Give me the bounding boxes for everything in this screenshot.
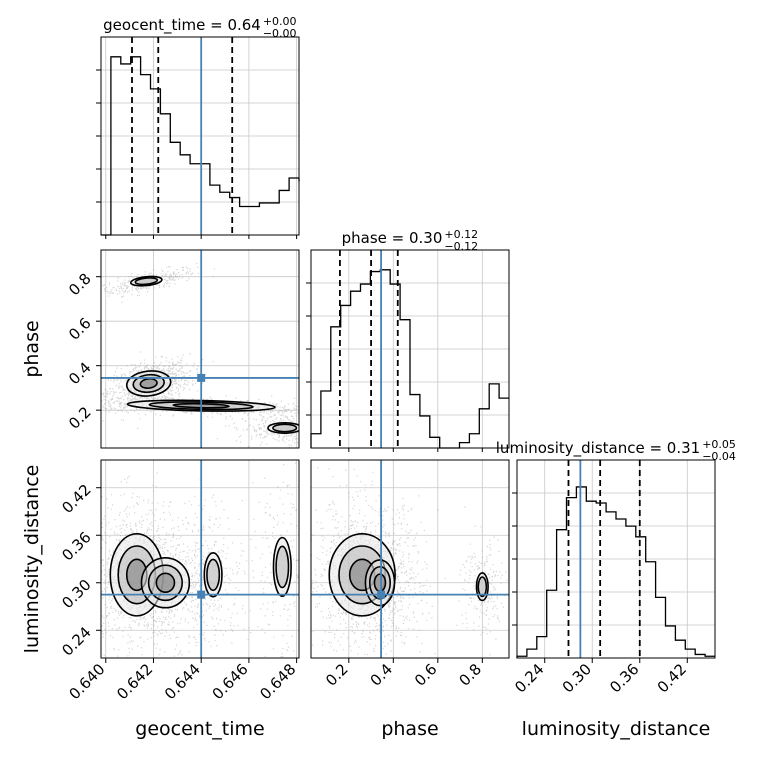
title-upper-error: +0.12	[444, 228, 478, 241]
contour-level	[155, 572, 176, 594]
y-tick-label: 0.42	[58, 481, 94, 517]
contour-level	[477, 576, 488, 598]
x-tick-label: 0.2	[322, 660, 352, 690]
contour-level	[373, 573, 387, 593]
y-tick-label: 0.4	[65, 359, 95, 389]
histogram-step	[101, 56, 300, 236]
panel-title: luminosity_distance = 0.31	[496, 439, 700, 458]
hist-luminosity_distance: luminosity_distance = 0.31 +0.05−0.04	[496, 438, 736, 659]
truth-marker	[197, 590, 206, 599]
hist-phase: phase = 0.30 +0.12−0.12	[306, 228, 510, 449]
contour-level	[272, 423, 298, 433]
panel-frame	[310, 459, 510, 659]
x-axis-label: luminosity_distance	[522, 718, 711, 740]
contour-level	[275, 545, 290, 589]
panel-geocent_time-vs-luminosity_distance	[100, 459, 300, 659]
panel-frame	[100, 249, 300, 449]
title-lower-error: −0.12	[444, 240, 478, 253]
contour-level	[206, 558, 221, 592]
x-axis-label: phase	[381, 718, 438, 740]
y-tick-label: 0.30	[58, 576, 94, 612]
title-lower-error: −0.00	[263, 27, 297, 40]
y-axis-label: phase	[21, 320, 43, 377]
x-tick-label: 0.30	[559, 660, 595, 696]
truth-marker	[377, 590, 386, 599]
x-tick-label: 0.8	[456, 660, 486, 690]
y-tick-label: 0.2	[65, 403, 95, 433]
x-tick-label: 0.24	[511, 660, 547, 696]
x-tick-label: 0.648	[256, 660, 299, 703]
histogram-step	[310, 269, 509, 449]
x-tick-label: 0.4	[367, 660, 397, 690]
title-upper-error: +0.00	[263, 15, 297, 28]
hist-geocent_time: geocent_time = 0.64 +0.00−0.00	[96, 15, 300, 236]
x-axis-label: geocent_time	[135, 718, 264, 740]
x-tick-label: 0.642	[113, 660, 156, 703]
truth-marker	[197, 373, 206, 382]
panel-frame	[516, 459, 716, 659]
x-tick-label: 0.6	[411, 660, 441, 690]
contour-level	[139, 377, 158, 390]
panel-phase-vs-luminosity_distance	[310, 459, 510, 659]
title-lower-error: −0.04	[702, 450, 736, 463]
panel-frame	[100, 36, 300, 236]
y-tick-label: 0.6	[65, 314, 95, 344]
panel-title: phase = 0.30	[342, 229, 443, 247]
y-tick-label: 0.24	[58, 623, 94, 659]
histogram-step	[516, 486, 715, 658]
panel-geocent_time-vs-phase	[100, 249, 300, 449]
panel-title: geocent_time = 0.64	[103, 16, 261, 35]
scatter-points	[101, 262, 299, 448]
x-tick-label: 0.36	[606, 660, 642, 696]
panel-frame	[100, 459, 300, 659]
panel-frame	[310, 249, 510, 449]
x-tick-label: 0.644	[161, 660, 204, 703]
y-tick-label: 0.36	[58, 528, 94, 564]
contour-level	[134, 277, 159, 286]
x-tick-label: 0.42	[654, 660, 690, 696]
x-tick-label: 0.646	[209, 660, 252, 703]
title-upper-error: +0.05	[702, 438, 736, 451]
x-tick-label: 0.640	[65, 660, 108, 703]
y-tick-label: 0.8	[65, 270, 95, 300]
y-axis-label: luminosity_distance	[21, 465, 43, 654]
